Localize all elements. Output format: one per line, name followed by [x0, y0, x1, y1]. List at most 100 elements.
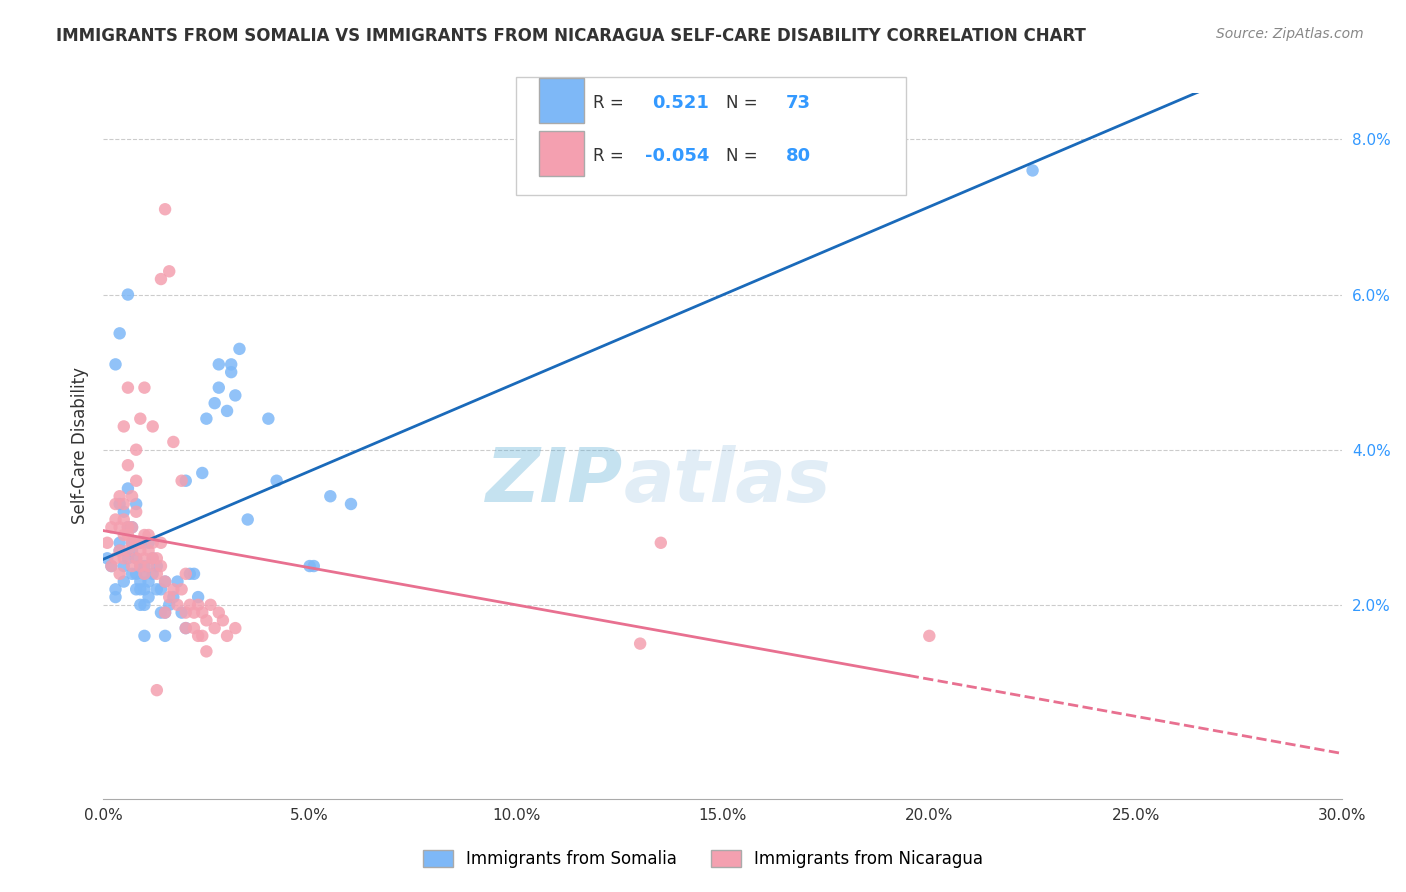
- Point: [112, 574, 135, 589]
- Point: [142, 536, 165, 550]
- Point: [121, 536, 143, 550]
- Point: [117, 381, 139, 395]
- Point: [219, 365, 242, 379]
- Point: [224, 621, 246, 635]
- Point: [96, 536, 118, 550]
- Point: [208, 381, 231, 395]
- Point: [157, 590, 180, 604]
- Point: [125, 442, 148, 457]
- Point: [134, 629, 156, 643]
- Point: [129, 582, 152, 597]
- Point: [187, 598, 209, 612]
- Point: [121, 566, 143, 581]
- Point: [100, 520, 122, 534]
- Point: [117, 520, 139, 534]
- Point: [170, 474, 193, 488]
- Point: [142, 419, 165, 434]
- Point: [149, 536, 172, 550]
- Point: [191, 629, 214, 643]
- Point: [174, 606, 197, 620]
- Point: [195, 644, 218, 658]
- Point: [125, 497, 148, 511]
- Point: [129, 536, 152, 550]
- Text: 0.521: 0.521: [652, 95, 709, 112]
- Point: [146, 582, 169, 597]
- Point: [298, 559, 321, 574]
- Point: [918, 629, 941, 643]
- Point: [108, 543, 131, 558]
- Point: [650, 536, 672, 550]
- Point: [121, 536, 143, 550]
- Point: [149, 272, 172, 286]
- Point: [125, 551, 148, 566]
- Point: [215, 629, 238, 643]
- Point: [112, 419, 135, 434]
- Point: [121, 520, 143, 534]
- Point: [104, 512, 127, 526]
- Point: [170, 582, 193, 597]
- Legend: Immigrants from Somalia, Immigrants from Nicaragua: Immigrants from Somalia, Immigrants from…: [416, 843, 990, 875]
- Point: [174, 474, 197, 488]
- Text: R =: R =: [593, 95, 628, 112]
- Point: [153, 629, 176, 643]
- Point: [153, 202, 176, 217]
- Point: [187, 629, 209, 643]
- Point: [108, 326, 131, 341]
- Point: [208, 357, 231, 371]
- Point: [117, 551, 139, 566]
- Point: [149, 582, 172, 597]
- Point: [183, 566, 205, 581]
- Point: [104, 357, 127, 371]
- Point: [228, 342, 250, 356]
- Point: [174, 621, 197, 635]
- Point: [224, 388, 246, 402]
- Point: [153, 606, 176, 620]
- Point: [138, 559, 160, 574]
- Point: [108, 566, 131, 581]
- Point: [157, 264, 180, 278]
- Point: [112, 528, 135, 542]
- Point: [138, 574, 160, 589]
- Point: [117, 482, 139, 496]
- Point: [142, 551, 165, 566]
- Point: [138, 543, 160, 558]
- Point: [319, 489, 342, 503]
- Point: [129, 559, 152, 574]
- Point: [170, 606, 193, 620]
- Point: [100, 559, 122, 574]
- Point: [204, 621, 226, 635]
- Point: [166, 574, 188, 589]
- Text: atlas: atlas: [624, 444, 831, 517]
- Point: [166, 598, 188, 612]
- Point: [183, 606, 205, 620]
- Point: [195, 411, 218, 425]
- Point: [162, 582, 184, 597]
- Point: [108, 536, 131, 550]
- Point: [200, 598, 222, 612]
- Point: [134, 566, 156, 581]
- Point: [129, 598, 152, 612]
- Point: [266, 474, 288, 488]
- FancyBboxPatch shape: [540, 131, 583, 177]
- Point: [146, 566, 169, 581]
- Point: [134, 582, 156, 597]
- Point: [174, 621, 197, 635]
- Text: ZIP: ZIP: [486, 444, 624, 517]
- Point: [129, 559, 152, 574]
- Point: [117, 543, 139, 558]
- Point: [142, 566, 165, 581]
- Point: [138, 536, 160, 550]
- Point: [628, 637, 651, 651]
- Point: [108, 497, 131, 511]
- Point: [121, 559, 143, 574]
- Point: [195, 613, 218, 627]
- Point: [174, 566, 197, 581]
- Point: [162, 590, 184, 604]
- Point: [191, 466, 214, 480]
- Point: [162, 434, 184, 449]
- Point: [208, 606, 231, 620]
- Point: [146, 683, 169, 698]
- Text: 73: 73: [786, 95, 811, 112]
- Point: [104, 497, 127, 511]
- Point: [104, 590, 127, 604]
